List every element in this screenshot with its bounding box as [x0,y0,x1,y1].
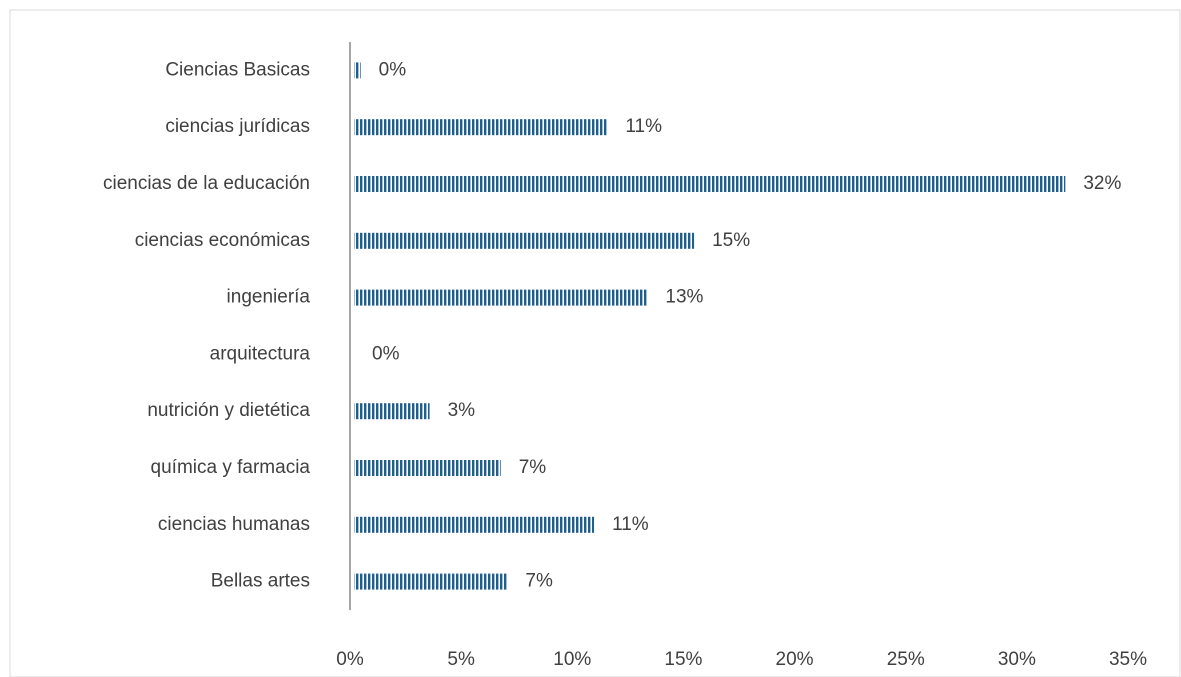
y-tick-label: ciencias jurídicas [165,116,310,137]
chart-frame [9,9,1181,677]
y-tick-label: Ciencias Basicas [165,59,310,80]
x-tick-label: 20% [776,649,814,670]
bar [354,119,608,136]
x-tick-label: 30% [998,649,1036,670]
x-tick-label: 35% [1109,649,1147,670]
data-label: 11% [612,514,649,535]
data-label: 11% [625,116,662,137]
bar [354,460,501,476]
data-label: 15% [712,230,750,251]
y-tick-label: ciencias humanas [158,514,310,535]
bar [354,573,508,590]
data-label: 0% [379,59,407,80]
data-label: 13% [665,287,703,308]
bar [354,232,695,249]
x-tick-label: 25% [887,649,925,670]
data-label: 32% [1083,173,1121,194]
bar [354,289,648,306]
x-tick-label: 10% [553,649,591,670]
data-label: 7% [525,571,553,592]
x-tick-label: 15% [664,649,702,670]
x-tick-label: 5% [447,649,475,670]
y-tick-label: química y farmacia [151,457,311,478]
data-label: 0% [372,343,400,364]
y-tick-label: arquitectura [210,343,311,364]
data-label: 7% [519,457,547,478]
bar [354,516,595,533]
bar [354,176,1066,192]
bar [354,403,430,420]
y-tick-label: ciencias de la educación [103,173,310,194]
y-tick-label: ciencias económicas [135,230,310,251]
y-tick-label: nutrición y dietética [147,400,310,421]
data-label: 3% [448,400,476,421]
bar [354,62,361,79]
x-tick-label: 0% [336,649,364,670]
y-tick-label: Bellas artes [211,571,310,592]
y-tick-label: ingeniería [227,287,311,308]
